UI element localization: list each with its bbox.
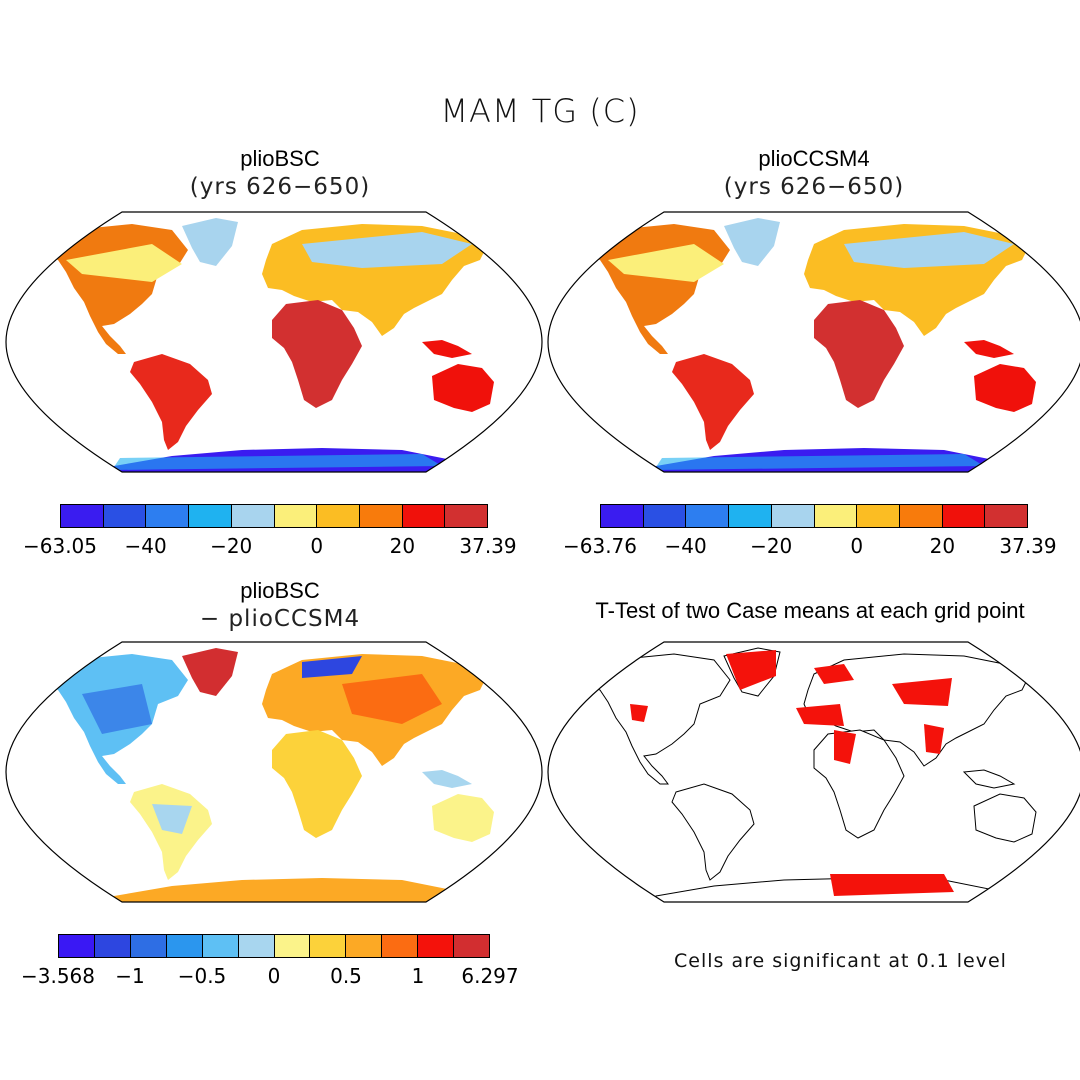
significance-map [547, 641, 1080, 903]
panel3-subtitle: − plioCCSM4 [199, 606, 361, 632]
colorbar-tick-label: 1 [411, 964, 425, 988]
colorbar-tick-label: −20 [750, 534, 793, 558]
colorbar-swatch [985, 505, 1028, 527]
colorbar-swatch [238, 935, 275, 957]
figure-title: MAM TG (C) [440, 92, 640, 130]
panel3-title: plioBSC [240, 578, 320, 603]
colorbar-tick-label: −3.568 [20, 964, 96, 988]
colorbar-swatch [202, 935, 239, 957]
colorbar-tick-label: 20 [929, 534, 956, 558]
colorbar-swatch [146, 505, 190, 527]
plioCCSM4-temperature-map [547, 211, 1080, 473]
colorbar-tick-label: −63.76 [562, 534, 638, 558]
colorbar-swatch [274, 505, 318, 527]
colorbar-swatch [601, 505, 644, 527]
colorbar-swatch [103, 505, 147, 527]
colorbar-swatch [94, 935, 131, 957]
colorbar-tick-label: 37.39 [459, 534, 517, 558]
colorbar-swatch [382, 935, 419, 957]
panel2-subtitle: (yrs 626−650) [723, 174, 905, 200]
colorbar-swatch [166, 935, 203, 957]
panel2-colorbar [600, 504, 1028, 528]
colorbar-swatch [359, 505, 403, 527]
colorbar-swatch [274, 935, 311, 957]
significance-note: Cells are significant at 0.1 level [674, 950, 1007, 972]
colorbar-swatch [814, 505, 858, 527]
colorbar-tick-label: 0 [850, 534, 864, 558]
panel4-title: T-Test of two Case means at each grid po… [595, 598, 1025, 623]
difference-temperature-map [5, 641, 543, 903]
panel2-title: plioCCSM4 [758, 146, 870, 171]
panel1-title: plioBSC [240, 146, 320, 171]
colorbar-swatch [418, 935, 455, 957]
colorbar-tick-label: 0 [267, 964, 281, 988]
colorbar-tick-label: 20 [389, 534, 416, 558]
colorbar-swatch [189, 505, 232, 527]
colorbar-swatch [942, 505, 986, 527]
colorbar-swatch [231, 505, 275, 527]
colorbar-swatch [59, 935, 95, 957]
colorbar-tick-label: 6.297 [461, 964, 519, 988]
colorbar-swatch [310, 935, 347, 957]
colorbar-swatch [729, 505, 772, 527]
plioBSC-temperature-map [5, 211, 543, 473]
colorbar-swatch [130, 935, 167, 957]
colorbar-swatch [899, 505, 943, 527]
colorbar-swatch [771, 505, 815, 527]
colorbar-tick-label: 0.5 [330, 964, 362, 988]
colorbar-tick-label: −63.05 [22, 534, 98, 558]
colorbar-tick-label: −1 [115, 964, 145, 988]
colorbar-swatch [61, 505, 104, 527]
colorbar-tick-label: −40 [664, 534, 707, 558]
colorbar-swatch [445, 505, 488, 527]
colorbar-tick-label: −20 [210, 534, 253, 558]
colorbar-swatch [317, 505, 360, 527]
colorbar-swatch [346, 935, 383, 957]
colorbar-swatch [857, 505, 900, 527]
colorbar-swatch [643, 505, 687, 527]
colorbar-tick-label: 37.39 [999, 534, 1057, 558]
panel1-subtitle: (yrs 626−650) [189, 174, 371, 200]
colorbar-swatch [686, 505, 730, 527]
colorbar-tick-label: 0 [310, 534, 324, 558]
colorbar-swatch [454, 935, 490, 957]
panel1-colorbar [60, 504, 488, 528]
colorbar-tick-label: −0.5 [177, 964, 227, 988]
colorbar-swatch [402, 505, 446, 527]
colorbar-tick-label: −40 [124, 534, 167, 558]
panel3-colorbar [58, 934, 490, 958]
